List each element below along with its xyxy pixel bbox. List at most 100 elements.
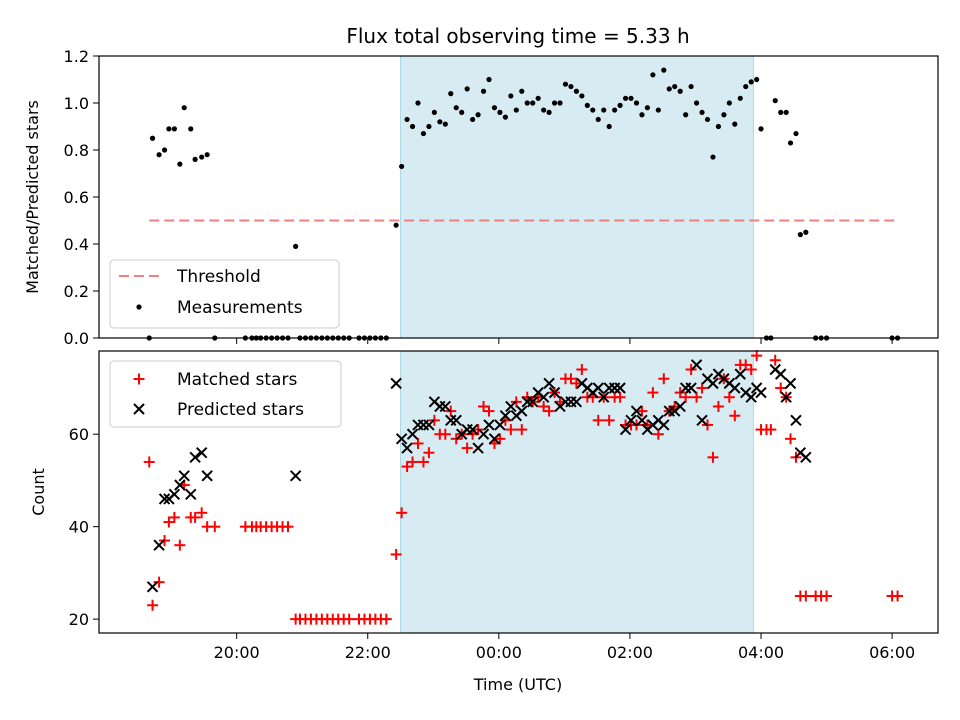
y-tick-label: 60 (69, 425, 89, 444)
matched-star-point (516, 424, 528, 436)
matched-star-point (417, 456, 429, 468)
measurement-point (628, 95, 634, 101)
measurement-point (601, 107, 607, 113)
x-stroke (674, 400, 686, 413)
x-stroke (652, 414, 665, 427)
legend-plus-marker (133, 373, 145, 385)
measurement-point (797, 232, 803, 238)
x-stroke (428, 396, 441, 408)
matched-star-point (209, 521, 221, 533)
predicted-star-point (466, 423, 479, 436)
x-stroke (201, 470, 213, 482)
predicted-star-point (439, 400, 452, 413)
predicted-star-point (658, 419, 670, 431)
bottom-plot-frame (98, 350, 939, 634)
measurement-point (758, 126, 764, 132)
top-y-axis-label: Matched/Predicted stars (23, 100, 42, 294)
predicted-star-point (800, 451, 812, 464)
measurement-point (399, 163, 405, 170)
measurement-point (431, 109, 437, 115)
x-stroke (769, 363, 781, 376)
x-stroke (472, 442, 484, 454)
x-stroke (526, 396, 539, 408)
measurement-point (704, 116, 711, 123)
measurement-point (188, 126, 194, 132)
matched-star-point (729, 410, 741, 422)
measurement-point (568, 83, 574, 90)
measurement-point (404, 116, 410, 123)
predicted-star-point (636, 414, 648, 427)
measurement-point (672, 83, 678, 90)
x-stroke (423, 419, 435, 431)
measurement-point (293, 243, 299, 249)
x-stroke (755, 386, 767, 399)
predicted-star-point (614, 382, 626, 394)
matched-star-point (696, 382, 708, 394)
x-stroke (690, 359, 703, 371)
x-stroke (774, 368, 787, 380)
measurement-point (426, 123, 432, 130)
y-tick-label: 0.4 (64, 235, 89, 254)
x-tick-label: 20:00 (214, 643, 260, 662)
measurement-point (743, 83, 749, 90)
x-stroke (685, 382, 697, 394)
matched-star-point (543, 405, 555, 417)
bottom-legend-box (109, 360, 342, 428)
matched-star-point (510, 396, 522, 408)
x-stroke (636, 414, 648, 427)
measurement-point (688, 83, 694, 90)
x-stroke (153, 539, 165, 551)
predicted-star-point (406, 428, 419, 440)
predicted-star-point (570, 396, 583, 408)
measurement-point (453, 105, 459, 111)
x-stroke (401, 442, 413, 454)
predicted-star-point (423, 419, 435, 431)
predicted-star-point (483, 419, 495, 431)
legend-x-marker (133, 403, 145, 415)
matched-star-point (892, 590, 904, 602)
matched-star-point (439, 428, 451, 440)
matched-star-point (775, 382, 787, 394)
measurement-point (475, 112, 481, 118)
x-stroke (516, 405, 528, 417)
x-stroke (450, 414, 462, 427)
matched-star-point (343, 613, 355, 625)
predicted-star-point (146, 581, 159, 593)
top-panel: 0.0 0.2 0.4 0.6 0.8 1.0 1.2 Matched/Predicted … (23, 47, 939, 348)
x-stroke (740, 386, 752, 399)
measurement-point (393, 222, 399, 228)
measurement-point (177, 161, 183, 167)
x-stroke (537, 391, 550, 403)
measurement-point (639, 112, 645, 118)
predicted-star-point (499, 410, 512, 422)
x-stroke (532, 386, 544, 399)
predicted-star-point (774, 368, 787, 380)
measurement-point (420, 130, 427, 137)
x-stroke (548, 386, 561, 399)
measurement-point (612, 107, 618, 113)
measurement-point (171, 126, 177, 132)
measurement-point (546, 109, 552, 115)
x-stroke (146, 581, 159, 593)
measurement-point (732, 121, 738, 127)
matched-star-point (603, 414, 615, 426)
measurement-point (557, 100, 563, 106)
measurements-series (146, 67, 901, 341)
matched-star-point (461, 442, 473, 454)
measurement-point (409, 123, 416, 130)
matched-stars-series (143, 350, 904, 625)
measurement-point (650, 72, 656, 78)
x-stroke (780, 391, 792, 403)
measurement-point (666, 86, 672, 92)
matched-star-point (380, 613, 392, 625)
measurement-point (595, 116, 601, 123)
matched-star-point (153, 576, 165, 588)
measurement-point (448, 91, 454, 97)
matched-star-point (614, 391, 626, 403)
predicted-star-point (790, 414, 802, 427)
chart-title: Flux total observing time = 5.33 h (346, 24, 689, 48)
predicted-star-point (707, 377, 719, 390)
predicted-star-point (189, 451, 201, 464)
matched-star-point (821, 590, 833, 602)
